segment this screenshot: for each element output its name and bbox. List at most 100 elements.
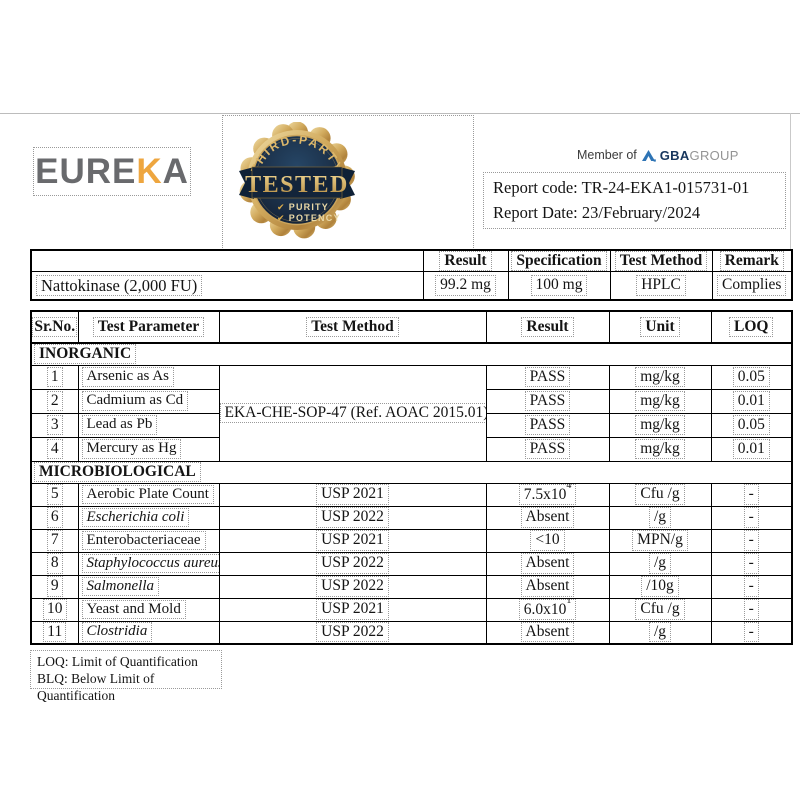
loq-cell: - [710,528,793,553]
param-cell: Mercury as Hg [77,436,220,462]
method-cell: USP 2022 [218,551,487,576]
unit-cell: MPN/g [608,528,712,553]
assay-header-specification: Specification [507,249,611,273]
table-row: 11 Clostridia USP 2022 Absent/g - [30,620,793,645]
result-cell: <10 [485,528,610,553]
assay-result-cell: 99.2 mg [422,271,509,301]
member-of-label: Member of [577,148,637,162]
assay-header-test-method: Test Method [609,249,713,273]
section-title: MICROBIOLOGICAL [31,460,792,484]
method-cell: USP 2022 [218,505,487,530]
table-row: 7 Enterobacteriaceae USP 2021 <10 MPN/g - [30,528,793,553]
method-cell: USP 2022 [218,620,487,645]
loq-cell: 0.01 [710,388,793,414]
badge-potency-line: ✔ POTENCY [277,213,341,223]
gba-logo-icon [641,149,656,162]
unit-cell: mg/kg [608,436,712,462]
sr-cell: 2 [30,388,79,414]
gba-group-label: GBAGROUP [659,147,739,163]
loq-cell: - [710,505,793,530]
eureka-logo-text: EUREKA [35,152,189,191]
unit-cell: Cfu /g [608,597,712,622]
param-cell: Enterobacteriaceae [77,528,220,553]
result-cell: Absent [485,505,610,530]
badge-purity-line: ✔ PURITY [277,202,329,212]
loq-cell: 0.01 [710,436,793,462]
loq-cell: - [710,620,793,645]
param-cell: Escherichia coli [77,505,220,530]
unit-cell: /g [608,505,712,530]
sr-cell: 8 [30,551,79,576]
param-cell: Arsenic as As [77,364,220,390]
result-cell: PASS [485,436,610,462]
table-row: 6 Escherichia coli USP 2022 Absent/g - [30,505,793,530]
result-cell: PASS [485,388,610,414]
param-cell: Aerobic Plate Count [77,482,220,507]
header-test-method: Test Method [218,310,487,344]
header-test-parameter: Test Parameter [77,310,220,344]
method-cell: USP 2021 [218,528,487,553]
unit-cell: Cfu /g [608,482,712,507]
table-row: 9 Salmonella USP 2022 Absent/10g - [30,574,793,599]
unit-cell: /g [608,551,712,576]
badge-ribbon-wings [239,167,355,199]
assay-header-remark: Remark [711,249,793,273]
param-cell: Lead as Pb [77,412,220,438]
result-cell: Absent [485,551,610,576]
sr-cell: 3 [30,412,79,438]
table-row: 1 Arsenic as As EKA-CHE-SOP-47 (Ref. AOAC … [30,364,793,462]
section-row: MICROBIOLOGICAL [31,460,792,484]
sr-cell: 11 [30,620,79,645]
blq-note: BLQ: Below Limit of Quantification [37,671,155,703]
loq-note: LOQ: Limit of Quantification [37,654,198,669]
param-cell: Yeast and Mold [77,597,220,622]
table-row: 2 Cadmium as Cd PASS mg/kg 0.01 [30,388,793,414]
results-header-row: Sr.No. Test Parameter Test Method Result… [30,310,793,344]
tested-badge-box: THIRD-PARTY TESTED ✔PURITY ✔POTENCY [222,115,474,250]
assay-header-row: Result Specification Test Method Remark [30,249,793,273]
param-cell: Cadmium as Cd [77,388,220,414]
method-cell: USP 2022 [218,574,487,599]
third-party-tested-badge-icon: THIRD-PARTY TESTED ✔PURITY ✔POTENCY [239,122,355,239]
unit-cell: mg/kg [608,364,712,390]
table-row: 10 Yeast and Mold USP 2021 6.0x101 Cfu /g - [30,597,793,622]
method-cell: USP 2021 [218,482,487,507]
unit-cell: /10g [608,574,712,599]
badge-band [251,166,343,199]
unit-cell: /g [608,620,712,645]
eureka-logo: EUREKA [33,147,191,196]
table-row: 8 Staphylococcus aureus USP 2022 Absent/g - [30,551,793,576]
loq-cell: - [710,551,793,576]
header-unit: Unit [608,310,712,344]
section-row: INORGANIC [31,342,792,366]
sr-cell: 4 [30,436,79,462]
report-code: Report code: TR-24-EKA1-015731-01 [493,178,750,197]
unit-cell: mg/kg [608,388,712,414]
report-info-box: Report code: TR-24-EKA1-015731-01 Report… [483,172,786,229]
assay-header-empty [30,249,424,273]
result-cell: Absent [485,620,610,645]
assay-value-row: Nattokinase (2,000 FU) 99.2 mg 100 mg HP… [30,271,793,301]
method-cell: USP 2021 [218,597,487,622]
assay-summary-table: Result Specification Test Method Remark … [30,249,793,301]
header-divider-line [0,113,800,114]
section-title: INORGANIC [31,342,792,366]
member-of-line: Member of GBAGROUP [577,146,739,164]
param-cell: Staphylococcus aureus [77,551,220,576]
badge-tested-text: TESTED [245,172,349,198]
sr-cell: 5 [30,482,79,507]
sr-cell: 10 [30,597,79,622]
merged-method-cell: EKA-CHE-SOP-47 (Ref. AOAC 2015.01) [218,364,487,462]
loq-cell: - [710,574,793,599]
loq-cell: - [710,597,793,622]
result-cell: 7.5x104 [485,482,610,507]
table-row: 5 Aerobic Plate Count USP 2021 7.5x104 Cfu /… [30,482,793,507]
header-sr-no: Sr.No. [30,310,79,344]
header-right-line [790,113,791,250]
sr-cell: 6 [30,505,79,530]
sr-cell: 9 [30,574,79,599]
result-cell: PASS [485,364,610,390]
unit-cell: mg/kg [608,412,712,438]
assay-header-result: Result [422,249,509,273]
